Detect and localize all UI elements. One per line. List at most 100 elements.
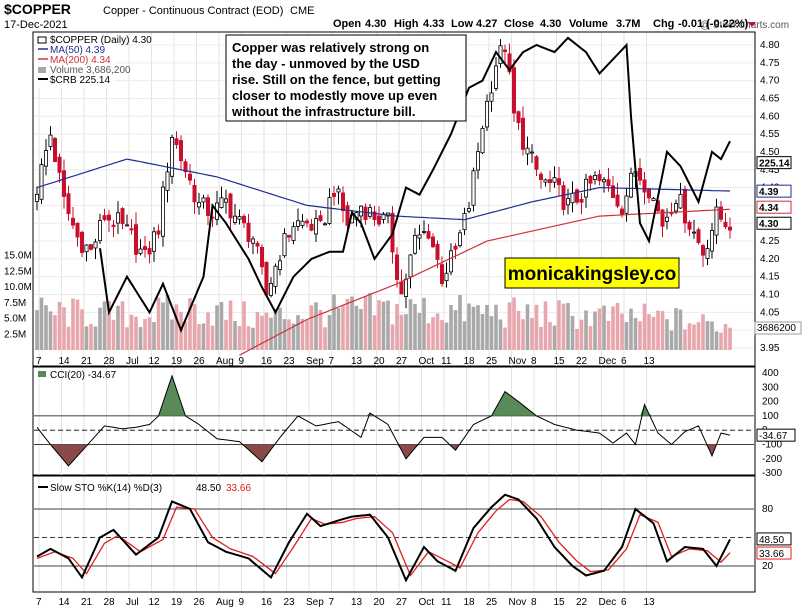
candle <box>516 110 521 130</box>
candle-body <box>723 221 728 228</box>
candle <box>201 194 206 209</box>
x-tick-label: 18 <box>464 356 476 367</box>
x-tick-label: 6 <box>621 356 627 367</box>
candle-body <box>250 238 255 244</box>
sto-d-value: 33.66 <box>226 483 251 494</box>
candle <box>561 181 566 216</box>
volume-bar <box>80 309 84 350</box>
volume-bar <box>282 319 287 350</box>
volume-bar <box>291 323 296 350</box>
volume-bar <box>147 317 152 350</box>
candle <box>336 185 341 205</box>
sto-label: Slow STO %K(14) %D(3) <box>50 483 162 494</box>
volume-bar <box>359 309 363 350</box>
volume-bar <box>593 311 597 350</box>
candle <box>624 187 629 222</box>
volume-bar <box>728 327 732 350</box>
candle <box>430 233 435 249</box>
volume-bar <box>206 312 210 350</box>
price-tick-label: 4.45 <box>760 165 780 176</box>
x-tick-label: Dec <box>599 597 617 608</box>
candle-body <box>525 147 530 155</box>
open-label: Open <box>333 18 361 30</box>
volume-bar <box>476 305 480 350</box>
candle <box>111 220 116 238</box>
volume-bar <box>228 300 233 350</box>
volume-tick-label: 10.0M <box>4 282 32 293</box>
x-tick-label: 8 <box>531 356 537 367</box>
volume-bar <box>579 319 584 350</box>
candle-body <box>120 208 125 224</box>
price-tick-label: 4.55 <box>760 129 780 140</box>
candle-body <box>615 194 620 207</box>
x-tick-label: 6 <box>621 597 627 608</box>
candle <box>660 208 665 238</box>
volume-bar <box>705 321 710 350</box>
volume-bar <box>354 305 359 350</box>
volume-bar <box>669 330 674 350</box>
volume-bar <box>75 299 80 350</box>
volume-bar <box>692 324 696 350</box>
candle-body <box>444 272 449 282</box>
candle <box>444 262 449 288</box>
volume-bar <box>165 295 170 350</box>
candle-body <box>408 254 413 278</box>
x-tick-label: Oct <box>419 356 435 367</box>
candle-body <box>93 241 98 249</box>
candle-body <box>48 134 53 147</box>
axis-labels: 7 7 14 14 21 21 28 28 Jul Jul 12 12 19 19 26 26 Aug Aug 9 9… <box>4 40 802 608</box>
volume-bar <box>368 293 372 350</box>
x-tick-label: 26 <box>194 356 206 367</box>
candle-body <box>129 228 134 231</box>
candle <box>57 153 62 183</box>
candle <box>412 228 417 255</box>
candle-body <box>237 216 242 220</box>
volume-bar <box>192 304 197 350</box>
x-tick-label: 9 <box>239 597 245 608</box>
volume-bars <box>35 293 732 350</box>
volume-bar <box>125 327 129 350</box>
sto-tick-label: 20 <box>762 561 774 572</box>
annotation-frame <box>225 34 467 122</box>
volume-bar <box>224 319 228 350</box>
volume-bar <box>575 328 579 350</box>
ma50-last-tag-text: 4.39 <box>759 187 779 198</box>
close-value: 4.30 <box>540 18 561 30</box>
candle-body <box>521 117 526 150</box>
candle <box>286 234 291 243</box>
candle <box>710 223 715 259</box>
sto-k-last-box <box>756 532 792 546</box>
candle-body <box>223 198 228 203</box>
candle <box>439 256 444 287</box>
candle <box>232 203 237 225</box>
ma200-last-tag-box <box>756 200 792 214</box>
candle <box>84 244 89 262</box>
volume-bar <box>467 303 471 350</box>
crb-last-tag-box <box>756 156 792 170</box>
candle-body <box>403 278 408 297</box>
candle-body <box>169 137 174 177</box>
candle <box>98 213 103 244</box>
volume-bar <box>48 311 53 350</box>
candle-body <box>336 188 341 193</box>
candle <box>192 178 197 215</box>
price-tick-label: 4.65 <box>760 93 780 104</box>
candle-body <box>575 189 580 203</box>
high-value: 4.33 <box>423 18 444 30</box>
volume-bar <box>336 308 341 350</box>
candle <box>331 185 336 206</box>
volume-bar <box>71 298 75 350</box>
candle <box>277 254 282 276</box>
volume-bar <box>548 322 552 350</box>
candle <box>367 204 372 219</box>
volume-bar <box>521 319 525 350</box>
sto-panel-frame <box>32 475 756 593</box>
candle <box>678 182 683 209</box>
volume-bar <box>305 319 309 350</box>
candle <box>165 162 170 203</box>
x-tick-label: 13 <box>644 356 656 367</box>
ma50-line <box>36 158 731 221</box>
price-tick-label: 4.50 <box>760 147 780 158</box>
candle-body <box>530 151 535 154</box>
candle <box>291 222 296 245</box>
